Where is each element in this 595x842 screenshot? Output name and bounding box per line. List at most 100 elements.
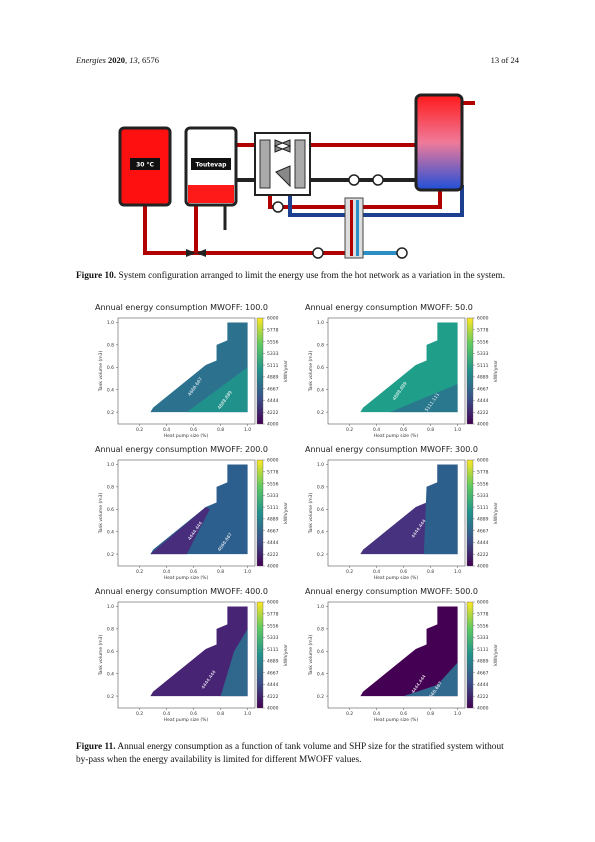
x-tick-label: 0.8 [217, 569, 224, 575]
x-axis-label: Heat pump size (%) [374, 575, 419, 581]
colorbar-tick-label: 4222 [477, 410, 489, 416]
y-tick-label: 0.8 [317, 343, 324, 349]
colorbar-tick-label: 5556 [267, 481, 279, 487]
x-tick-label: 0.2 [136, 427, 143, 433]
colorbar-label: kWh/year [283, 644, 289, 666]
y-tick-label: 0.6 [317, 507, 324, 513]
heat-exchanger [344, 197, 364, 259]
y-tick-label: 0.8 [107, 627, 114, 633]
colorbar-tick-label: 4222 [267, 410, 279, 416]
y-tick-label: 0.4 [107, 529, 114, 535]
pump [372, 174, 384, 186]
y-axis-label: Tank volume (m3) [98, 635, 104, 677]
x-tick-label: 0.4 [163, 569, 170, 575]
x-tick-label: 0.8 [427, 711, 434, 717]
colorbar [256, 459, 264, 567]
colorbar-tick-label: 5556 [477, 481, 489, 487]
contour-region [150, 464, 248, 555]
colorbar-tick-label: 4444 [267, 682, 279, 688]
y-tick-label: 0.2 [107, 694, 114, 700]
colorbar-tick-label: 5556 [267, 623, 279, 629]
colorbar-tick-label: 6000 [267, 316, 279, 322]
colorbar-tick-label: 4667 [477, 670, 489, 676]
colorbar [466, 317, 474, 425]
x-tick-label: 0.8 [427, 427, 434, 433]
x-axis-label: Heat pump size (%) [374, 717, 419, 723]
storage-tank [414, 93, 464, 192]
caption-text: System configuration arranged to limit t… [118, 271, 506, 281]
colorbar-tick-label: 4444 [477, 540, 489, 546]
page-number: 13 of 24 [490, 55, 519, 65]
y-tick-label: 0.6 [107, 649, 114, 655]
contour-region [220, 628, 248, 697]
colorbar-tick-label: 5778 [267, 469, 279, 475]
panel-title: Annual energy consumption MWOFF: 500.0 [305, 587, 478, 596]
y-tick-label: 0.8 [317, 485, 324, 491]
tank-fill [188, 185, 234, 203]
x-tick-label: 1.0 [244, 711, 251, 717]
colorbar-tick-label: 5778 [267, 327, 279, 333]
x-tick-label: 0.2 [346, 427, 353, 433]
colorbar-tick-label: 5333 [477, 493, 489, 499]
x-tick-label: 0.6 [400, 569, 407, 575]
colorbar-label: kWh/year [283, 502, 289, 524]
colorbar-tick-label: 4667 [477, 528, 489, 534]
colorbar-tick-label: 4889 [477, 375, 489, 381]
hp-part [259, 139, 271, 189]
colorbar-tick-label: 4000 [477, 564, 489, 570]
y-tick-label: 0.2 [317, 410, 324, 416]
y-axis-label: Tank volume (m3) [308, 351, 314, 393]
colorbar-tick-label: 4444 [477, 398, 489, 404]
x-tick-label: 0.6 [190, 427, 197, 433]
hp-part [294, 139, 306, 189]
x-tick-label: 0.2 [136, 569, 143, 575]
colorbar-tick-label: 5778 [477, 469, 489, 475]
y-tick-label: 1.0 [317, 320, 324, 326]
x-axis-label: Heat pump size (%) [164, 433, 209, 439]
year: 2020 [108, 55, 126, 65]
x-tick-label: 1.0 [454, 569, 461, 575]
x-tick-label: 1.0 [454, 427, 461, 433]
y-tick-label: 0.6 [317, 365, 324, 371]
colorbar-tick-label: 4444 [477, 682, 489, 688]
x-tick-label: 0.2 [346, 711, 353, 717]
caption: Figure 11. Annual energy consumption as … [76, 741, 518, 766]
y-tick-label: 1.0 [107, 320, 114, 326]
y-tick-label: 0.4 [317, 387, 324, 393]
colorbar-tick-label: 4000 [267, 564, 279, 570]
pipe [268, 190, 442, 209]
pump [348, 174, 360, 186]
y-axis-label: Tank volume (m3) [98, 351, 104, 393]
x-tick-label: 0.6 [400, 427, 407, 433]
x-axis-label: Heat pump size (%) [164, 717, 209, 723]
pump [272, 201, 284, 213]
x-tick-label: 0.8 [427, 569, 434, 575]
contour-region [390, 384, 458, 413]
x-tick-label: 0.6 [190, 711, 197, 717]
contour-region [423, 464, 458, 555]
colorbar [256, 601, 264, 709]
colorbar-tick-label: 5111 [267, 505, 279, 511]
running-header: Energies 2020, 13, 6576 [76, 55, 160, 65]
y-tick-label: 0.4 [317, 529, 324, 535]
pipe [143, 205, 345, 255]
colorbar-label: kWh/year [493, 360, 499, 382]
colorbar-tick-label: 4667 [267, 386, 279, 392]
y-axis-label: Tank volume (m3) [98, 493, 104, 535]
panel-title: Annual energy consumption MWOFF: 300.0 [305, 445, 478, 454]
y-tick-label: 0.8 [107, 485, 114, 491]
colorbar-tick-label: 4889 [477, 659, 489, 665]
y-tick-label: 0.6 [107, 365, 114, 371]
x-tick-label: 0.6 [190, 569, 197, 575]
y-tick-label: 0.2 [107, 552, 114, 558]
compressor [275, 165, 291, 188]
pipe [288, 185, 464, 217]
x-tick-label: 0.2 [136, 711, 143, 717]
y-tick-label: 0.6 [317, 649, 324, 655]
colorbar-tick-label: 4889 [267, 517, 279, 523]
y-axis-label: Tank volume (m3) [308, 635, 314, 677]
x-tick-label: 0.4 [163, 711, 170, 717]
x-tick-label: 0.4 [163, 427, 170, 433]
caption: Figure 10. System configuration arranged… [76, 270, 518, 283]
